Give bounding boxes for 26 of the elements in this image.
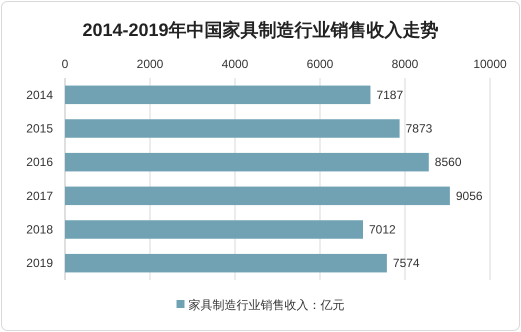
y-tick-label: 2015 [26,122,54,136]
bar [65,119,400,138]
legend-label: 家具制造行业销售收入：亿元 [188,298,344,312]
x-tick-label: 2000 [136,57,164,71]
y-tick-label: 2017 [26,188,54,203]
chart-title: 2014-2019年中国家具制造行业销售收入走势 [82,20,439,40]
x-tick-label: 6000 [306,57,334,71]
bar [65,86,370,104]
bar [65,254,387,272]
data-label: 7873 [406,122,433,136]
data-label: 7012 [369,222,396,236]
data-label: 7574 [392,256,420,270]
bar [65,152,429,172]
y-tick-label: 2018 [26,222,54,236]
x-tick-label: 8000 [392,57,419,71]
y-tick-label: 2014 [26,88,54,102]
x-tick-label: 10000 [473,57,508,71]
data-label: 8560 [434,155,462,170]
x-tick-label: 0 [62,57,69,71]
data-label: 9056 [456,188,483,203]
bar [65,186,450,206]
y-tick-label: 2016 [26,155,54,170]
data-label: 7187 [376,88,404,102]
y-tick-label: 2019 [26,256,54,270]
x-tick-label: 4000 [222,57,249,71]
bar [65,220,364,239]
